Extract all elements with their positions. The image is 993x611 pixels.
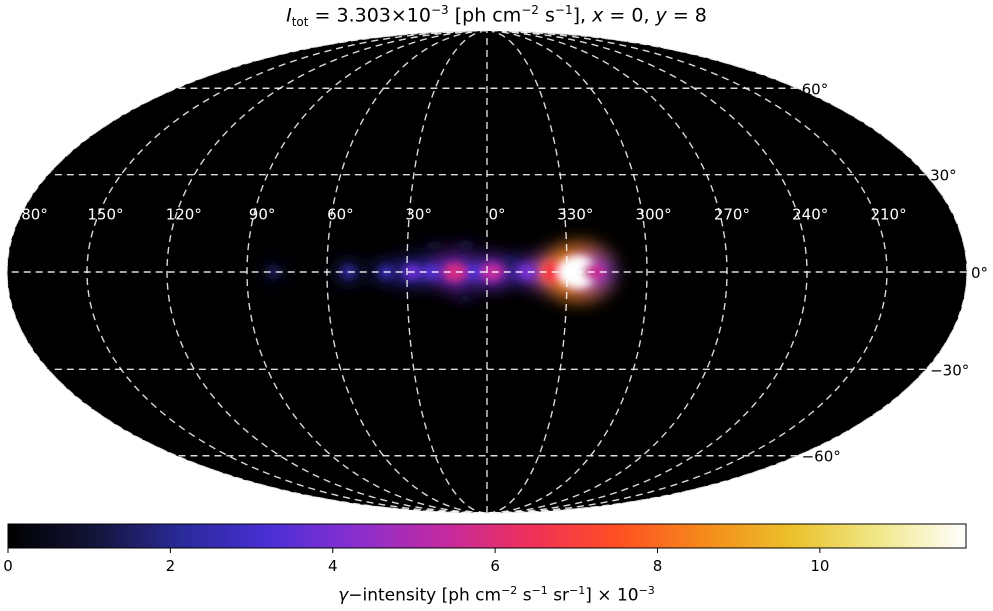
longitude-label: 150° [87,206,123,224]
title-unit-c: ], [572,4,593,27]
cb-label-exp3: −1 [569,584,586,597]
meridian-line [86,31,481,513]
meridian-line [246,31,484,513]
title-x-var: x [592,4,604,27]
title-unit-exp1: −2 [521,3,539,17]
meridian-line [406,31,486,513]
emission-source-0 [268,267,280,277]
cb-label-c: sr [547,585,570,606]
graticule-labels: 180° 150° 120° 90° 60° 30° 0° 330° 300° 270° 240° 2… [12,80,988,465]
meridian-line [490,31,728,513]
title-x-val: = 0, [603,4,656,27]
meridian-line [326,31,485,513]
meridian-line [166,31,483,513]
longitude-label: 180° [12,206,48,224]
latitude-label: 0° [971,264,988,282]
title-unit-exp2: −1 [554,3,573,17]
cb-label-gamma: γ [338,585,349,606]
emission-source-8 [502,257,514,267]
cb-label-exp4: −3 [638,584,655,597]
colorbar: 0 2 4 6 8 10 [3,523,967,575]
emission-source-4 [422,265,440,279]
cb-label-a: −intensity [ph cm [348,585,502,606]
latitude-label: −30° [930,361,969,379]
emission-source-5 [443,262,467,282]
longitude-label: 210° [870,206,906,224]
latitude-label: −60° [802,448,841,466]
longitude-label: 240° [792,206,828,224]
colorbar-gradient [7,523,967,549]
title-y-val: = 8 [666,4,707,27]
meridian-line [488,31,568,513]
emission-source-15 [461,294,471,303]
colorbar-tick-label: 10 [810,557,829,575]
latitude-label: 60° [802,80,829,98]
emission-source-14 [460,241,471,250]
longitude-label: 0° [488,206,505,224]
colorbar-tick-label: 8 [653,557,663,575]
meridian-line [491,31,808,513]
meridian-line [493,31,888,513]
longitude-label: 90° [249,206,276,224]
longitude-label: 60° [327,206,354,224]
longitude-label: 30° [405,206,432,224]
meridian-line [489,31,648,513]
colorbar-tick-label: 6 [490,557,500,575]
colorbar-tick-label: 0 [3,557,13,575]
title-unit-a: [ph cm [448,4,522,27]
sky-map-border [6,30,968,514]
title-unit-b: s [538,4,555,27]
emission-source-13 [429,241,439,250]
title-i-sub: tot [291,15,309,30]
colorbar-label: γ−intensity [ph cm−2 s−1 sr−1] × 10−3 [0,584,993,606]
title-i-symbol: I [286,4,292,27]
longitude-label: 330° [557,206,593,224]
longitude-label: 120° [166,206,202,224]
cb-label-exp1: −2 [501,584,518,597]
emission-source-9 [518,264,536,280]
title-exp: −3 [430,3,449,17]
longitude-label: 300° [636,206,672,224]
cb-label-exp2: −1 [531,584,548,597]
colorbar-tick-label: 4 [328,557,338,575]
cb-label-b: s [517,585,532,606]
latitude-label: 30° [930,167,957,185]
chart-title: Itot = 3.303×10−3 [ph cm−2 s−1], x = 0, … [0,3,993,29]
meridian-line [494,31,967,513]
title-eq: = 3.303×10 [308,4,431,27]
longitude-label: 270° [714,206,750,224]
title-y-var: y [655,4,667,27]
colorbar-tick-label: 2 [166,557,176,575]
cb-label-d: ] × 10 [585,585,639,606]
